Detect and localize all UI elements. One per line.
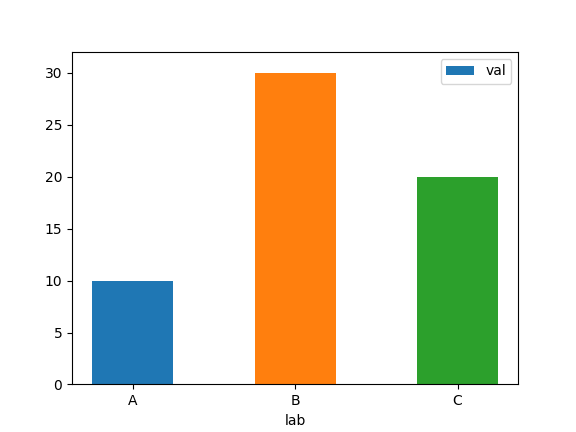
X-axis label: lab: lab bbox=[285, 414, 306, 428]
Bar bbox=[417, 177, 498, 384]
Bar bbox=[92, 280, 173, 384]
Legend: val: val bbox=[441, 59, 511, 84]
Bar bbox=[255, 73, 336, 384]
